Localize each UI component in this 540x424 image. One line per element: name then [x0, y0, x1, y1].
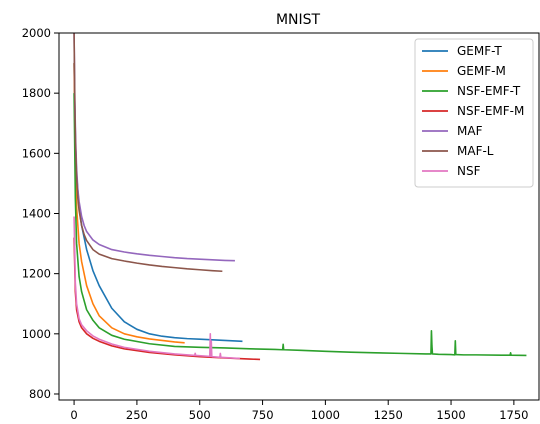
- x-tick-label-7: 1750: [499, 408, 528, 422]
- y-tick-label-2: 1200: [22, 267, 51, 281]
- x-tick-label-0: 0: [70, 408, 77, 422]
- legend-label-0: GEMF-T: [457, 44, 502, 58]
- series-layer: [73, 33, 527, 361]
- legend-label-4: MAF: [457, 124, 483, 138]
- series-line-5: [73, 33, 223, 273]
- x-tick-label-2: 500: [189, 408, 211, 422]
- x-tick-label-4: 1000: [311, 408, 340, 422]
- x-tick-label-1: 250: [126, 408, 148, 422]
- legend: GEMF-T GEMF-M NSF-EMF-T NSF-EMF-M MAF MAF-L NS…: [414, 38, 534, 188]
- legend-box: [414, 38, 534, 188]
- x-tick-label-6: 1500: [436, 408, 465, 422]
- x-tick-label-5: 1250: [374, 408, 403, 422]
- y-tick-label-1: 1000: [22, 327, 51, 341]
- series-line-6: [73, 216, 240, 360]
- series-line-1: [73, 63, 185, 344]
- legend-label-1: GEMF-M: [457, 64, 506, 78]
- legend-label-3: NSF-EMF-M: [457, 104, 524, 118]
- y-axis: 800 1000 1200 1400 1600 1800 2000: [22, 26, 59, 401]
- series-line-2: [73, 93, 527, 357]
- y-tick-label-5: 1800: [22, 86, 51, 100]
- chart-title: MNIST: [276, 12, 321, 28]
- y-tick-label-6: 2000: [22, 26, 51, 40]
- y-tick-label-4: 1600: [22, 146, 51, 160]
- plot-frame: [58, 32, 540, 401]
- x-tick-label-3: 750: [252, 408, 274, 422]
- legend-label-5: MAF-L: [457, 144, 494, 158]
- x-axis: 0 250 500 750 1000 1250 1500 1750: [70, 400, 529, 422]
- y-tick-label-0: 800: [29, 387, 51, 401]
- y-tick-label-3: 1400: [22, 206, 51, 220]
- legend-label-6: NSF: [457, 164, 481, 178]
- legend-label-2: NSF-EMF-T: [457, 84, 521, 98]
